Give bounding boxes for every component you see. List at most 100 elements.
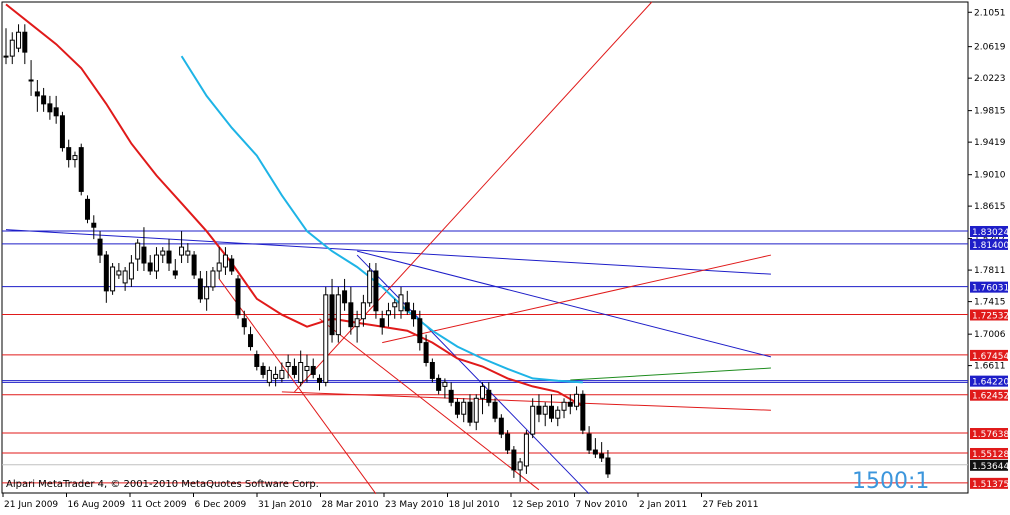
price-axis: 2.1051 2.0619 2.0223 1.9815 1.9419 1.9010 1.86…: [968, 8, 1009, 490]
candle-body: [110, 266, 116, 292]
candle-body: [22, 31, 28, 53]
candle-body: [103, 254, 109, 292]
candle-body: [335, 294, 341, 336]
price-label-box: [970, 349, 1008, 361]
price-label: 1.64220: [972, 378, 1009, 388]
candle-body: [404, 302, 410, 312]
candle-body: [323, 294, 329, 383]
candle-body: [360, 302, 366, 320]
price-label: 1.81400: [972, 241, 1009, 251]
candle-body: [304, 365, 310, 371]
candle-body: [41, 95, 47, 105]
candle-body: [53, 107, 59, 117]
price-label: 1.57638: [972, 430, 1009, 440]
price-tick-label: 1.7006: [974, 330, 1006, 340]
price-tick-label: 1.9010: [974, 171, 1006, 181]
candle-body: [97, 238, 103, 256]
candle-body: [317, 377, 322, 383]
price-tick-label: 2.1051: [974, 8, 1006, 18]
candle-body: [486, 389, 492, 403]
candle-body: [3, 55, 9, 58]
candles: [3, 24, 611, 482]
price-tick-label: 2.0619: [974, 43, 1006, 53]
candle-body: [179, 246, 185, 256]
candle-body: [505, 433, 511, 451]
candle-body: [580, 393, 586, 431]
price-tick-label: 1.9815: [974, 107, 1006, 117]
candle-body: [166, 250, 172, 264]
candle-body: [147, 262, 153, 272]
candle-body: [417, 318, 423, 344]
time-tick-label: 23 May 2010: [385, 500, 444, 510]
candle-body: [185, 250, 191, 256]
candle-body: [241, 318, 247, 328]
candle-body: [85, 198, 91, 220]
candle-body: [342, 290, 348, 304]
trend-line: [382, 254, 772, 344]
candle-body: [172, 270, 178, 276]
price-label: 1.72532: [972, 311, 1009, 321]
candle-body: [47, 103, 53, 113]
time-tick-label: 2 Jan 2011: [639, 500, 687, 510]
time-tick-label: 7 Nov 2010: [576, 500, 628, 510]
price-label: 1.53644: [972, 462, 1009, 472]
candle-body: [116, 270, 122, 276]
candle-body: [291, 365, 297, 375]
candle-body: [429, 361, 435, 379]
candle-body: [586, 433, 592, 451]
candle-body: [310, 365, 316, 375]
candle-body: [197, 278, 203, 300]
candle-body: [542, 405, 548, 415]
candle-body: [436, 377, 442, 391]
price-label-box: [970, 428, 1008, 440]
slow-moving-average-line: [180, 55, 583, 384]
price-label-box: [970, 447, 1008, 459]
candle-body: [16, 31, 22, 49]
candle-body: [229, 258, 235, 272]
candle-body: [548, 405, 554, 419]
candle-body: [392, 302, 398, 308]
candle-body: [367, 270, 373, 304]
candle-body: [279, 369, 285, 379]
grid: [1, 1, 969, 494]
candle-body: [354, 318, 360, 328]
candle-body: [442, 381, 448, 387]
candle-body: [530, 405, 536, 435]
candle-body: [448, 389, 454, 403]
candle-body: [91, 222, 97, 228]
candle-body: [605, 457, 611, 475]
candle-body: [285, 361, 291, 367]
candle-body: [78, 147, 84, 192]
candle-body: [599, 453, 605, 459]
watermark-text: 1500:1: [852, 469, 929, 494]
candle-body: [574, 393, 580, 407]
candle-body: [128, 262, 134, 280]
price-tick-label: 1.9419: [974, 138, 1006, 148]
candle-body: [216, 262, 222, 272]
candle-body: [191, 254, 197, 276]
candle-body: [153, 254, 159, 272]
candle-body: [536, 405, 542, 415]
candle-body: [379, 318, 385, 328]
price-label: 1.76031: [972, 284, 1009, 294]
candle-body: [454, 401, 460, 415]
plot-frame: [1, 1, 969, 494]
trend-line: [218, 278, 377, 495]
candle-body: [222, 254, 228, 268]
candle-body: [160, 250, 166, 256]
price-label-box: [970, 281, 1008, 293]
candle-body: [141, 246, 147, 264]
price-label: 1.55128: [972, 450, 1009, 460]
candle-body: [298, 361, 304, 383]
candle-body: [235, 278, 241, 316]
time-tick-label: 16 Aug 2009: [68, 500, 126, 510]
candle-body: [122, 270, 128, 284]
candle-body: [9, 39, 15, 57]
time-tick-label: 11 Oct 2009: [131, 500, 187, 510]
price-label: 1.62452: [972, 392, 1009, 402]
trend-line: [356, 254, 590, 495]
candle-body: [59, 115, 65, 149]
candle-body: [34, 91, 40, 97]
